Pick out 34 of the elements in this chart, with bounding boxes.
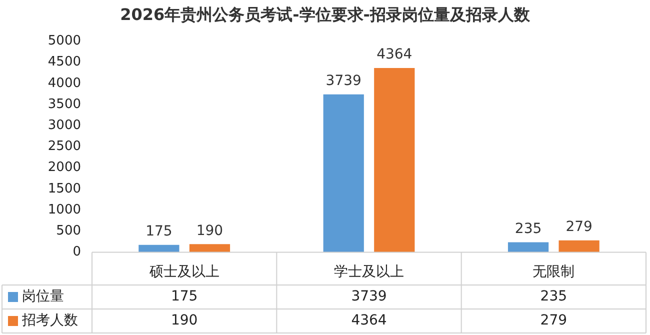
text: 3739	[351, 288, 387, 305]
chart-title: 2026年贵州公务员考试-学位要求-招录岗位量及招录人数	[120, 4, 531, 24]
y-tick-label: 4000	[48, 76, 81, 91]
data-label: 175	[146, 223, 172, 240]
y-tick-label: 2500	[48, 139, 81, 154]
y-tick-label: 500	[56, 223, 81, 238]
text: 4364	[351, 312, 387, 329]
y-tick-label: 3500	[48, 96, 81, 112]
data-label: 190	[196, 222, 224, 239]
legend-label: 岗位量	[22, 288, 64, 305]
data-label: 235	[514, 220, 542, 237]
text: 279	[540, 312, 568, 329]
y-tick-label: 2000	[48, 160, 81, 176]
y-tick-label: 1500	[48, 181, 81, 196]
x-tick-label: 无限制	[532, 264, 575, 280]
x-tick-label: 硕士及以上	[148, 264, 220, 280]
y-tick-label: 0	[72, 244, 81, 260]
bar	[558, 240, 600, 252]
y-tick-label: 4500	[48, 54, 81, 70]
x-tick-label: 学士及以上	[334, 264, 404, 280]
y-tick-label: 5000	[48, 34, 81, 49]
data-label: 4364	[376, 46, 412, 63]
data-label: 279	[566, 219, 592, 236]
bar	[508, 242, 549, 252]
text: 235	[540, 288, 568, 305]
bar	[323, 94, 364, 252]
y-tick-label: 1000	[48, 202, 81, 218]
y-tick-label: 3000	[48, 118, 81, 133]
text: 175	[170, 288, 198, 305]
data-label: 3739	[326, 73, 362, 90]
bar	[189, 244, 230, 252]
legend-label: 招考人数	[21, 312, 78, 329]
text: 190	[170, 312, 198, 329]
bar	[374, 68, 415, 252]
